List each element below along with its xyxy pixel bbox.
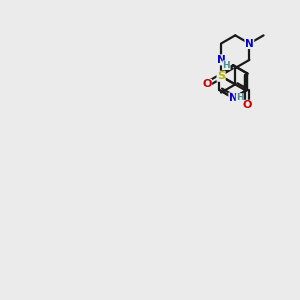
Text: O: O — [243, 100, 252, 110]
Text: N: N — [217, 55, 225, 65]
Text: N: N — [229, 93, 238, 103]
Text: H: H — [223, 61, 230, 70]
Text: O: O — [202, 80, 212, 89]
Text: H: H — [236, 94, 244, 103]
Text: N: N — [245, 38, 254, 49]
Text: S: S — [217, 71, 225, 81]
